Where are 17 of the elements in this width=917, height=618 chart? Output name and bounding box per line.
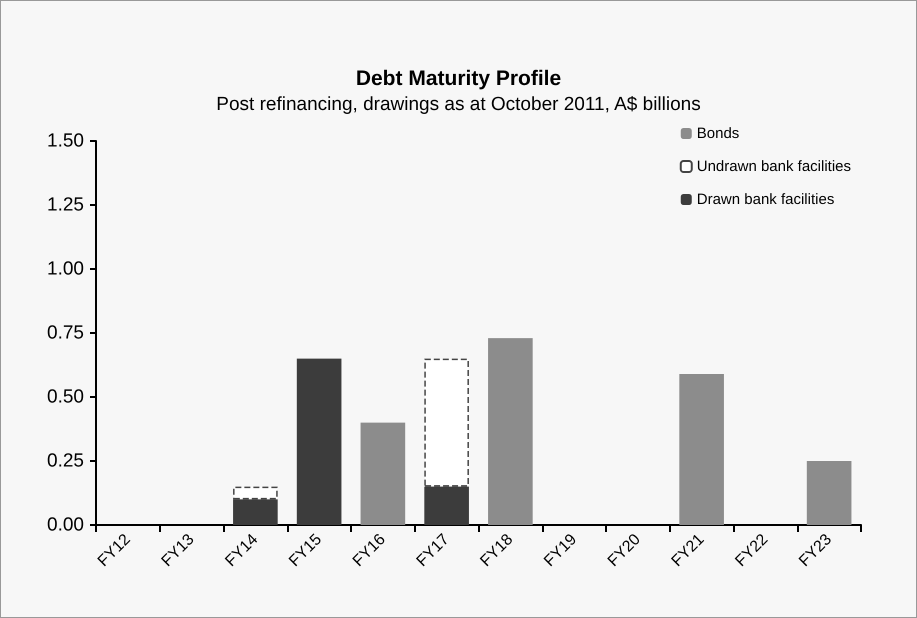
- y-tick-label: 0.50: [47, 386, 84, 408]
- legend-label: Undrawn bank facilities: [696, 158, 852, 175]
- bar: [488, 338, 533, 525]
- chart-subtitle: Post refinancing, drawings as at October 2011, A$ billions: [216, 94, 701, 115]
- y-tick-label: 0.00: [47, 514, 84, 536]
- legend-label: Bonds: [696, 125, 740, 142]
- y-tick-label: 0.25: [47, 450, 84, 472]
- y-tick-label: 1.00: [47, 258, 84, 280]
- y-tick-label: 0.75: [47, 322, 84, 344]
- y-tick-label: 1.25: [47, 194, 84, 216]
- bar: [296, 358, 342, 525]
- bar: [806, 461, 852, 525]
- chart-title: Debt Maturity Profile: [356, 67, 562, 90]
- bar: [360, 422, 406, 525]
- bar: [679, 374, 724, 525]
- legend-label: Drawn bank facilities: [696, 191, 834, 208]
- y-tick-label: 1.50: [47, 130, 84, 152]
